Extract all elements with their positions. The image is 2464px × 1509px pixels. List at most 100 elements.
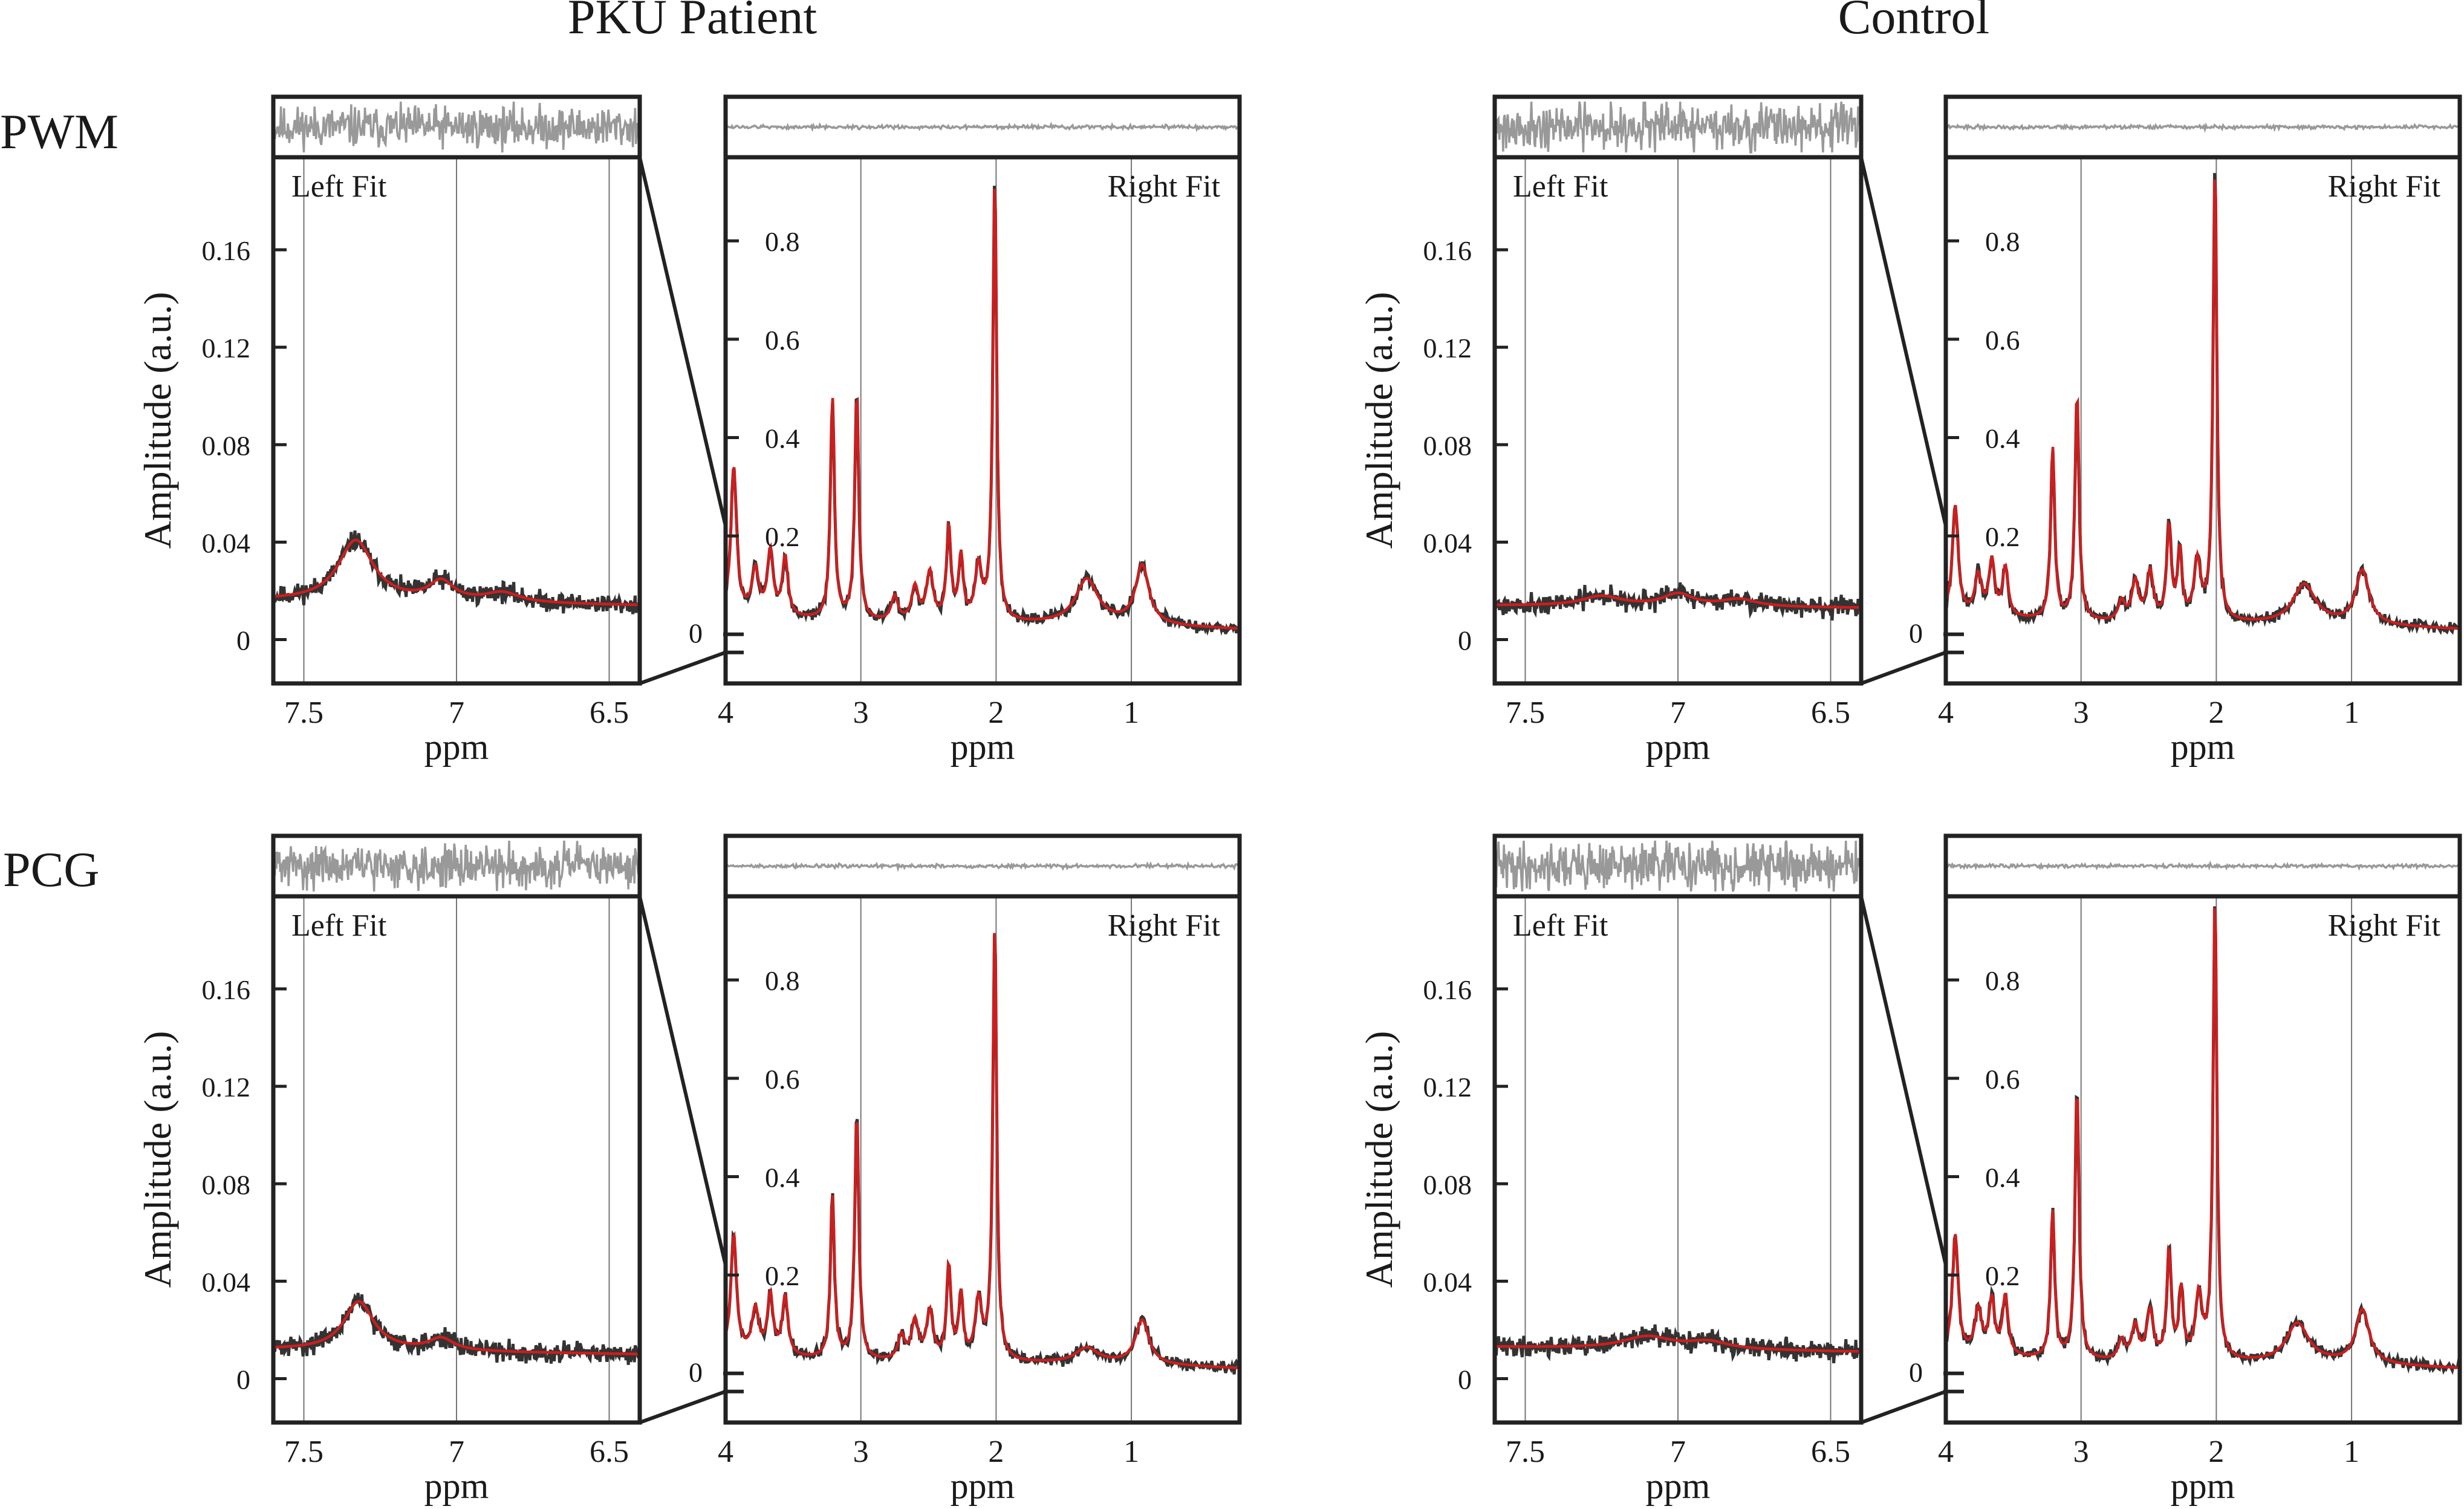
fit-trace bbox=[1495, 591, 1861, 609]
data-trace bbox=[726, 186, 1240, 636]
y-tick-label: 0.16 bbox=[202, 235, 251, 266]
y-tick-label: 0 bbox=[1458, 1364, 1472, 1395]
y-tick-label: 0.04 bbox=[202, 527, 251, 558]
panel-pwm-control-left-axes: 7.5 7 6.5 ppm 0 0.04 0.08 0.12 0.16 Amplitude (a.… bbox=[1357, 94, 1864, 767]
row-label-pwm: PWM bbox=[0, 104, 119, 159]
axes-frame bbox=[723, 155, 1242, 686]
fit-trace bbox=[1946, 179, 2460, 630]
y-tick-label: 0.2 bbox=[1985, 1260, 2020, 1291]
residual-trace bbox=[724, 861, 1240, 873]
x-tick-label: 4 bbox=[1938, 1435, 1954, 1469]
annotation-left-fit: Left Fit bbox=[1513, 908, 1608, 943]
zoom-connector-bottom bbox=[639, 650, 727, 685]
annotation-left-fit: Left Fit bbox=[1513, 169, 1608, 204]
y-tick-label: 0 bbox=[1909, 618, 1923, 649]
y-tick-label: 0.8 bbox=[1985, 226, 2020, 257]
y-tick-label: 0.12 bbox=[1423, 333, 1472, 363]
annotation-right-fit: Right Fit bbox=[2328, 908, 2441, 943]
x-tick-label: 1 bbox=[2344, 696, 2359, 730]
y-tick-label: 0.08 bbox=[202, 430, 251, 461]
x-tick-label: 4 bbox=[718, 1435, 733, 1469]
y-tick-label: 0 bbox=[689, 618, 703, 649]
panel-pwm-pku-right-axes: 4 3 2 1 ppm 0 0.2 0.4 0.6 0.8 Right Fit bbox=[689, 94, 1242, 767]
y-tick-label: 0 bbox=[1458, 625, 1472, 656]
y-tick-label: 0 bbox=[236, 625, 250, 656]
x-tick-label: 1 bbox=[1123, 696, 1139, 730]
x-tick-label: 4 bbox=[718, 696, 733, 730]
y-tick-label: 0.6 bbox=[765, 325, 800, 356]
y-axis-label: Amplitude (a.u.) bbox=[136, 1031, 179, 1288]
residual-trace bbox=[1494, 101, 1862, 154]
x-tick-label: 2 bbox=[988, 696, 1004, 730]
data-trace bbox=[1946, 173, 2460, 636]
column-title-pku: PKU Patient bbox=[568, 0, 818, 44]
x-axis-label: ppm bbox=[424, 727, 489, 767]
x-tick-label: 1 bbox=[1123, 1435, 1139, 1469]
annotation-left-fit: Left Fit bbox=[291, 908, 387, 943]
x-axis-label: ppm bbox=[1646, 1466, 1711, 1506]
panels-layer: 7.5 7 6.5 ppm 0 0.04 0.08 0.12 0.16 Amplitude (a.… bbox=[136, 94, 2462, 1506]
x-tick-label: 6.5 bbox=[1811, 1435, 1850, 1469]
panel-pwm-control-right-axes: 4 3 2 1 ppm 0 0.2 0.4 0.6 0.8 Right Fit bbox=[1909, 94, 2462, 767]
residual-trace bbox=[1945, 860, 2460, 871]
y-tick-label: 0.08 bbox=[1423, 1169, 1472, 1200]
y-axis-label: Amplitude (a.u.) bbox=[1357, 1031, 1400, 1288]
panel-pcg-pku-left-axes: 7.5 7 6.5 ppm 0 0.04 0.08 0.12 0.16 Amplitude (a.… bbox=[136, 833, 642, 1506]
x-tick-label: 6.5 bbox=[590, 1435, 629, 1469]
x-axis-label: ppm bbox=[951, 1466, 1015, 1506]
y-tick-label: 0.4 bbox=[1985, 1162, 2020, 1193]
residual-trace bbox=[272, 101, 641, 153]
y-tick-label: 0.6 bbox=[1985, 1064, 2020, 1095]
y-tick-label: 0.2 bbox=[765, 521, 800, 552]
axes-frame bbox=[1492, 155, 1864, 686]
y-axis-label: Amplitude (a.u.) bbox=[136, 292, 179, 549]
x-tick-label: 7 bbox=[449, 696, 464, 730]
zoom-connector-top bbox=[1859, 157, 1948, 527]
x-tick-label: 7 bbox=[1670, 696, 1686, 730]
panel-pcg-control-left-axes: 7.5 7 6.5 ppm 0 0.04 0.08 0.12 0.16 Amplitude (a.… bbox=[1357, 833, 1864, 1506]
axes-frame bbox=[1943, 155, 2462, 686]
y-tick-label: 0.4 bbox=[1985, 423, 2020, 454]
x-tick-label: 7.5 bbox=[284, 1435, 323, 1469]
y-tick-label: 0.12 bbox=[1423, 1072, 1472, 1103]
x-tick-label: 2 bbox=[2208, 696, 2224, 730]
column-title-control: Control bbox=[1838, 0, 1990, 44]
annotation-left-fit: Left Fit bbox=[291, 169, 387, 204]
residual-trace bbox=[724, 122, 1241, 132]
y-tick-label: 0 bbox=[689, 1357, 703, 1388]
y-tick-label: 0.08 bbox=[1423, 430, 1472, 461]
x-axis-label: ppm bbox=[951, 727, 1015, 767]
x-tick-label: 6.5 bbox=[1811, 696, 1850, 730]
x-tick-label: 7.5 bbox=[1506, 1435, 1545, 1469]
x-tick-label: 2 bbox=[2208, 1435, 2224, 1469]
y-axis-label: Amplitude (a.u.) bbox=[1357, 292, 1400, 549]
fit-trace bbox=[726, 189, 1240, 630]
y-tick-label: 0.6 bbox=[765, 1064, 800, 1095]
y-tick-label: 0 bbox=[236, 1364, 250, 1395]
zoom-connector-top bbox=[1859, 896, 1948, 1266]
y-tick-label: 0.12 bbox=[202, 333, 251, 363]
x-tick-label: 2 bbox=[988, 1435, 1004, 1469]
panel-pwm-pku-left-axes: 7.5 7 6.5 ppm 0 0.04 0.08 0.12 0.16 Amplitude (a.… bbox=[136, 94, 642, 767]
x-tick-label: 3 bbox=[853, 1435, 869, 1469]
x-tick-label: 3 bbox=[2073, 696, 2089, 730]
y-tick-label: 0.16 bbox=[202, 974, 251, 1005]
fit-trace bbox=[273, 538, 640, 607]
x-tick-label: 7 bbox=[449, 1435, 464, 1469]
y-tick-label: 0.16 bbox=[1423, 235, 1472, 266]
x-tick-label: 7.5 bbox=[1506, 696, 1545, 730]
fit-trace bbox=[273, 1300, 640, 1356]
residual-trace bbox=[1494, 840, 1862, 892]
axes-frame bbox=[271, 155, 642, 686]
annotation-right-fit: Right Fit bbox=[1108, 908, 1221, 943]
y-tick-label: 0.2 bbox=[1985, 521, 2020, 552]
data-trace bbox=[1495, 582, 1861, 621]
axes-frame bbox=[271, 894, 642, 1425]
y-tick-label: 0.8 bbox=[1985, 965, 2020, 996]
fit-trace bbox=[726, 933, 1240, 1369]
x-tick-label: 7.5 bbox=[284, 696, 323, 730]
zoom-connector-top bbox=[638, 157, 727, 527]
x-tick-label: 7 bbox=[1670, 1435, 1686, 1469]
x-tick-label: 4 bbox=[1938, 696, 1954, 730]
